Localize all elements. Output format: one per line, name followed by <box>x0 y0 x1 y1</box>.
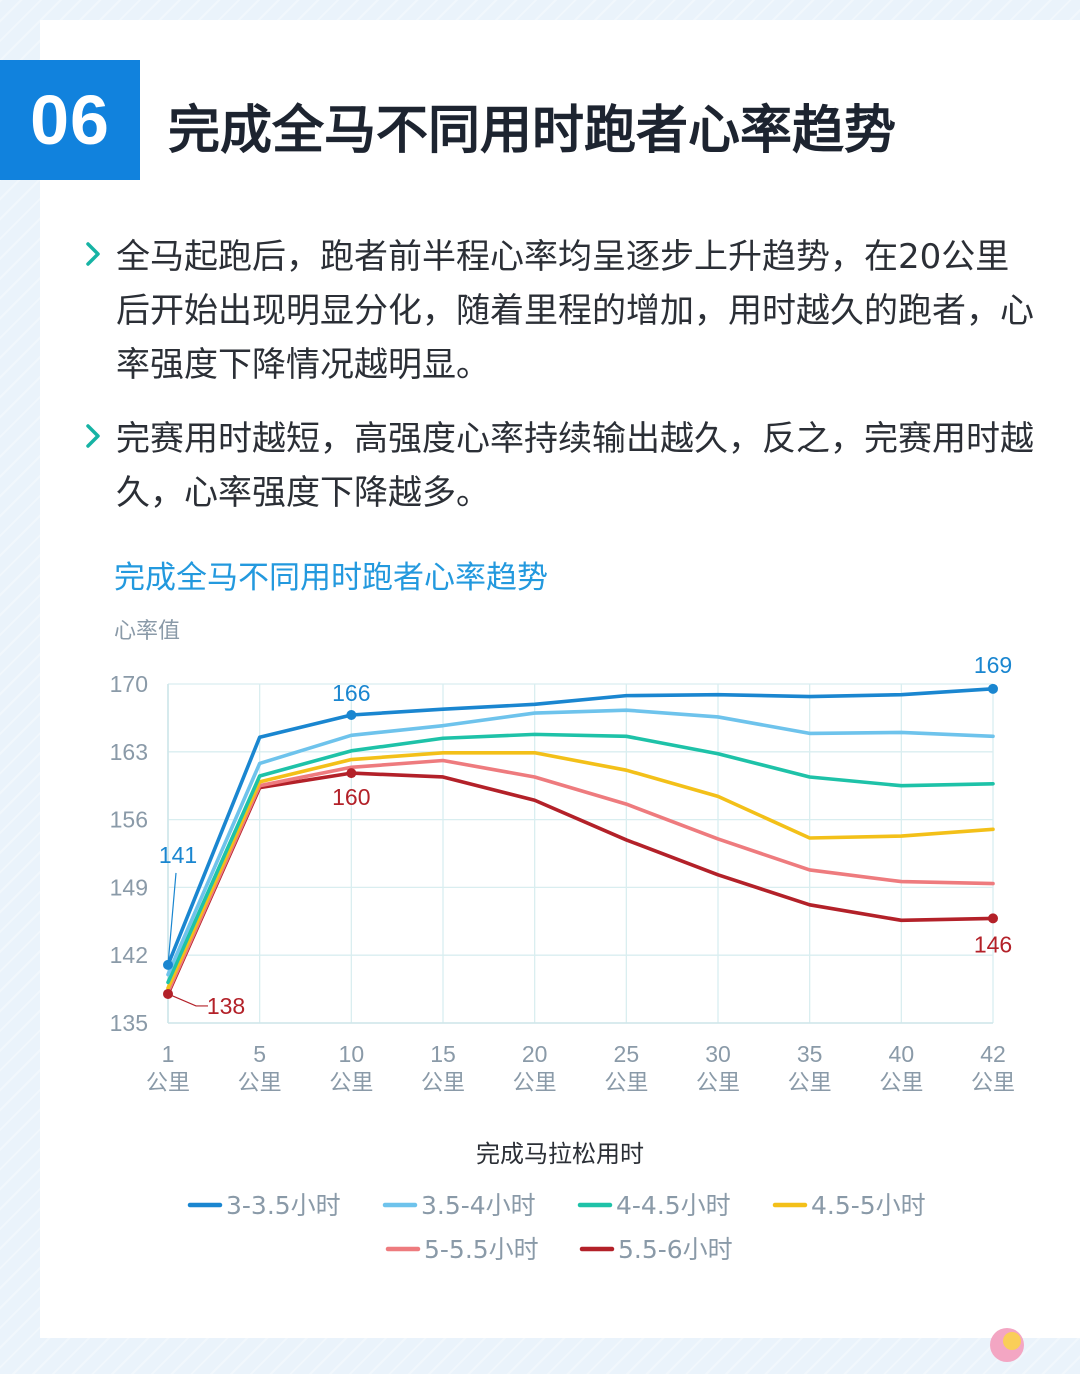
x-tick-label: 5 <box>253 1041 266 1067</box>
data-point-marker <box>346 709 357 720</box>
x-tick-unit: 公里 <box>238 1070 282 1095</box>
y-tick-label: 170 <box>110 671 148 697</box>
data-label: 169 <box>974 652 1012 678</box>
series-line <box>166 732 995 985</box>
x-tick-label: 10 <box>339 1041 365 1067</box>
x-tick-unit: 公里 <box>421 1070 465 1095</box>
bullet-text-1: 全马起跑后，跑者前半程心率均呈逐步上升趋势，在20公里后开始出现明显分化，随着里… <box>116 237 1034 385</box>
chart-title: 完成全马不同用时跑者心率趋势 <box>114 560 548 596</box>
x-tick-unit: 公里 <box>788 1070 832 1095</box>
data-label: 166 <box>332 680 370 706</box>
content-card <box>40 20 1080 1338</box>
x-tick-unit: 公里 <box>329 1070 373 1095</box>
legend-label: 5-5.5小时 <box>424 1235 539 1264</box>
series-line <box>166 708 995 977</box>
data-label-leader <box>167 993 208 1007</box>
y-axis-label: 心率值 <box>114 618 180 643</box>
section-number: 06 <box>0 60 140 180</box>
x-tick-unit: 公里 <box>696 1070 740 1095</box>
legend-label: 3-3.5小时 <box>226 1191 341 1220</box>
x-tick-label: 20 <box>522 1041 548 1067</box>
data-label-leader <box>167 872 177 965</box>
page-title: 完成全马不同用时跑者心率趋势 <box>168 101 897 161</box>
legend-label: 4.5-5小时 <box>811 1191 926 1220</box>
series-line <box>166 771 995 996</box>
chevron-right-icon <box>86 424 100 448</box>
bullet-text-2: 完赛用时越短，高强度心率持续输出越久，反之，完赛用时越久，心率强度下降越多。 <box>116 419 1034 513</box>
data-label: 160 <box>332 784 370 810</box>
data-point-marker <box>346 768 357 779</box>
data-label: 141 <box>159 842 197 868</box>
series-line <box>166 750 995 990</box>
series-line <box>166 758 995 994</box>
x-tick-label: 35 <box>797 1041 823 1067</box>
x-tick-unit: 公里 <box>604 1070 648 1095</box>
x-tick-label: 40 <box>889 1041 915 1067</box>
legend-title: 完成马拉松用时 <box>476 1140 644 1168</box>
x-tick-label: 25 <box>614 1041 640 1067</box>
y-tick-label: 135 <box>110 1010 148 1036</box>
x-tick-label: 42 <box>980 1041 1006 1067</box>
x-tick-unit: 公里 <box>513 1070 557 1095</box>
data-point-marker <box>988 683 998 694</box>
data-label: 146 <box>974 931 1012 957</box>
data-label: 138 <box>207 993 245 1019</box>
y-tick-label: 149 <box>110 874 148 900</box>
legend-label: 4-4.5小时 <box>616 1191 731 1220</box>
series-line <box>166 687 995 967</box>
y-tick-label: 163 <box>110 739 148 765</box>
chevron-right-icon <box>86 242 100 266</box>
x-tick-label: 1 <box>162 1041 175 1067</box>
y-tick-label: 142 <box>110 942 148 968</box>
x-tick-label: 30 <box>705 1041 731 1067</box>
x-tick-unit: 公里 <box>146 1070 190 1095</box>
x-tick-label: 15 <box>430 1041 456 1067</box>
heart-rate-line-chart: 心率值 170 163 156 149 142 135 1 公里 5 公里 10 公里 15 公里 20 公里 2… <box>110 618 1015 1264</box>
x-tick-unit: 公里 <box>971 1070 1015 1095</box>
data-point-marker <box>988 913 998 924</box>
logo-watermark-icon <box>990 1328 1024 1362</box>
y-tick-label: 156 <box>110 807 148 833</box>
legend-label: 5.5-6小时 <box>618 1235 733 1264</box>
legend-label: 3.5-4小时 <box>421 1191 536 1220</box>
x-tick-unit: 公里 <box>879 1070 923 1095</box>
